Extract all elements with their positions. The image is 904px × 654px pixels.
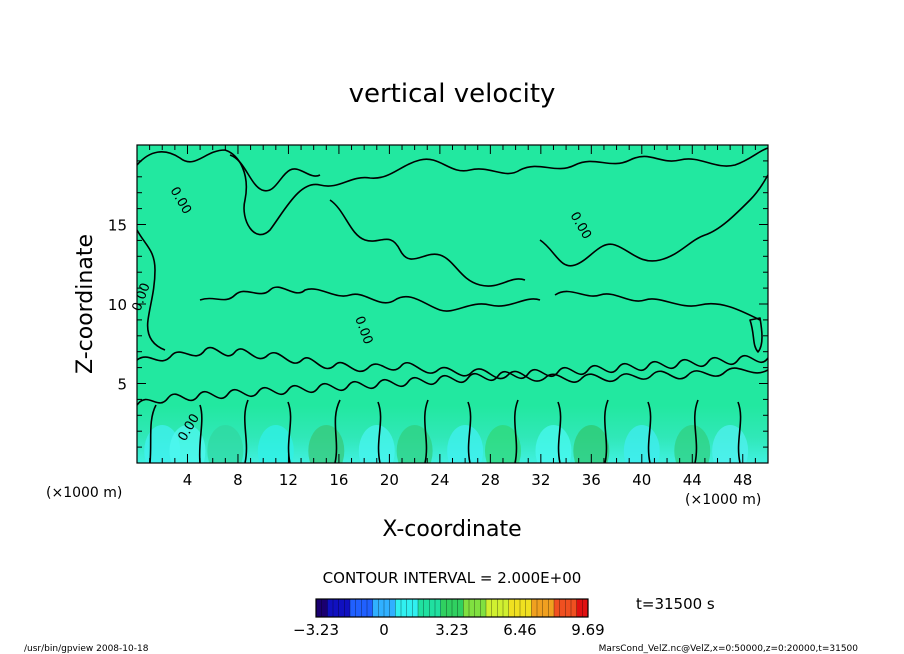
x-tick-label: 32	[531, 471, 550, 489]
contour-lines	[137, 147, 768, 463]
plume-blob	[396, 425, 433, 463]
colorbar-cell	[571, 599, 578, 617]
colorbar-cell	[440, 599, 447, 617]
plume-blob	[484, 425, 521, 463]
colorbar-cell	[372, 599, 379, 617]
colorbar-tick-label: 6.46	[503, 621, 536, 639]
colorbar-cell	[418, 599, 425, 617]
x-unit-left: (×1000 m)	[46, 485, 122, 501]
colorbar-cell	[333, 599, 340, 617]
x-axis-label: X-coordinate	[382, 517, 521, 542]
surface-plumes	[144, 425, 749, 463]
colorbar-tick-label: 0	[379, 621, 389, 639]
y-tick-label: 15	[108, 217, 127, 235]
plume-blob	[308, 425, 345, 463]
x-tick-label: 44	[683, 471, 702, 489]
colorbar-cell	[406, 599, 413, 617]
y-axis-label: Z-coordinate	[73, 234, 98, 374]
colorbar: −3.23 0 3.23 6.46 9.69	[293, 598, 605, 639]
colorbar-cell	[350, 599, 357, 617]
footer-left: /usr/bin/gpview 2008-10-18	[24, 644, 149, 654]
plume-blob	[674, 425, 711, 463]
colorbar-cell	[361, 599, 368, 617]
y-tick-label: 10	[108, 296, 127, 314]
time-label: t=31500 s	[636, 595, 715, 613]
colorbar-cell	[344, 599, 351, 617]
colorbar-cell	[525, 599, 532, 617]
colorbar-cell	[531, 599, 538, 617]
plume-blob	[207, 425, 244, 463]
colorbar-cell	[514, 599, 521, 617]
colorbar-cell	[582, 599, 589, 617]
x-tick-label: 28	[481, 471, 500, 489]
chart-title: vertical velocity	[349, 79, 556, 109]
colorbar-cell	[429, 599, 436, 617]
colorbar-tick-label: 3.23	[435, 621, 468, 639]
heatmap-field	[137, 145, 768, 463]
x-tick-label: 20	[380, 471, 399, 489]
colorbar-cell	[389, 599, 396, 617]
colorbar-cell	[537, 599, 544, 617]
plume-blob	[535, 425, 572, 463]
x-tick-label: 24	[430, 471, 449, 489]
contour-interval-label: CONTOUR INTERVAL = 2.000E+00	[323, 569, 582, 587]
colorbar-cell	[576, 599, 583, 617]
colorbar-cell	[474, 599, 481, 617]
colorbar-cell	[412, 599, 419, 617]
colorbar-cell	[520, 599, 527, 617]
x-tick-label: 16	[329, 471, 348, 489]
colorbar-cell	[384, 599, 391, 617]
colorbar-cell	[452, 599, 459, 617]
plume-blob	[257, 425, 294, 463]
colorbar-cell	[508, 599, 515, 617]
colorbar-cell	[435, 599, 442, 617]
colorbar-cell	[321, 599, 328, 617]
colorbar-cell	[423, 599, 430, 617]
x-tick-label: 48	[733, 471, 752, 489]
colorbar-tick-label: −3.23	[293, 621, 339, 639]
colorbar-cell	[457, 599, 464, 617]
x-tick-label: 8	[233, 471, 243, 489]
footer-right: MarsCond_VelZ.nc@VelZ,x=0:50000,z=0:2000…	[599, 644, 859, 654]
plume-blob	[573, 425, 610, 463]
colorbar-cell	[554, 599, 561, 617]
colorbar-cell	[486, 599, 493, 617]
colorbar-cell	[480, 599, 487, 617]
plume-blob	[169, 425, 206, 463]
colorbar-cell	[503, 599, 510, 617]
colorbar-tick-label: 9.69	[571, 621, 604, 639]
plume-blob	[358, 425, 395, 463]
colorbar-cell	[548, 599, 555, 617]
colorbar-cell	[463, 599, 470, 617]
x-unit-right: (×1000 m)	[685, 492, 761, 508]
colorbar-cell	[497, 599, 504, 617]
x-tick-label: 12	[279, 471, 298, 489]
x-tick-label: 4	[183, 471, 193, 489]
colorbar-cell	[367, 599, 374, 617]
colorbar-frame	[315, 598, 589, 618]
plot-area	[136, 144, 769, 464]
plume-blob	[447, 425, 484, 463]
x-tick-label: 40	[632, 471, 651, 489]
colorbar-cell	[446, 599, 453, 617]
colorbar-cell	[395, 599, 402, 617]
colorbar-cell	[327, 599, 334, 617]
x-tick-label: 36	[582, 471, 601, 489]
colorbar-cell	[338, 599, 345, 617]
colorbar-cell	[355, 599, 362, 617]
colorbar-cell	[316, 599, 323, 617]
colorbar-cell	[401, 599, 408, 617]
plume-blob	[712, 425, 749, 463]
y-tick-label: 5	[117, 376, 127, 394]
colorbar-cell	[491, 599, 498, 617]
plume-blob	[623, 425, 660, 463]
colorbar-cell	[378, 599, 385, 617]
colorbar-cell	[469, 599, 476, 617]
colorbar-cell	[565, 599, 572, 617]
colorbar-cell	[559, 599, 566, 617]
colorbar-cell	[542, 599, 549, 617]
